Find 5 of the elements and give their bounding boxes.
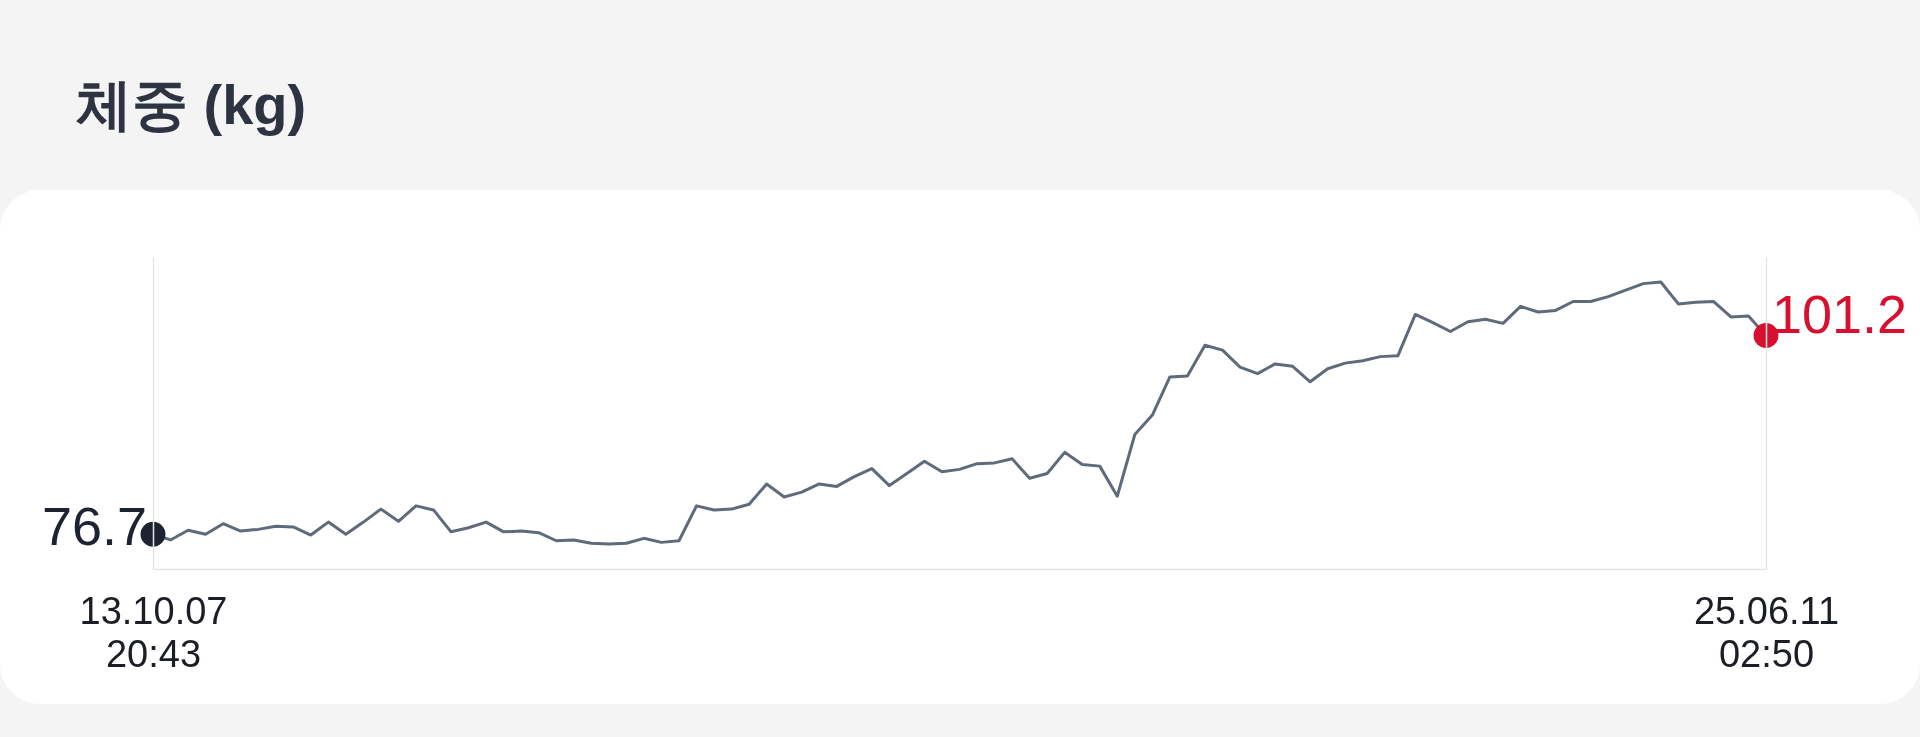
data-label: 101.2 — [1772, 283, 1908, 344]
chart-title: 체중 (kg) — [76, 73, 307, 136]
x-tick-label: 25.06.11 02:50 — [1693, 589, 1840, 675]
x-tick-label: 13.10.07 20:43 — [79, 589, 228, 675]
data-label: 76.7 — [41, 496, 147, 557]
